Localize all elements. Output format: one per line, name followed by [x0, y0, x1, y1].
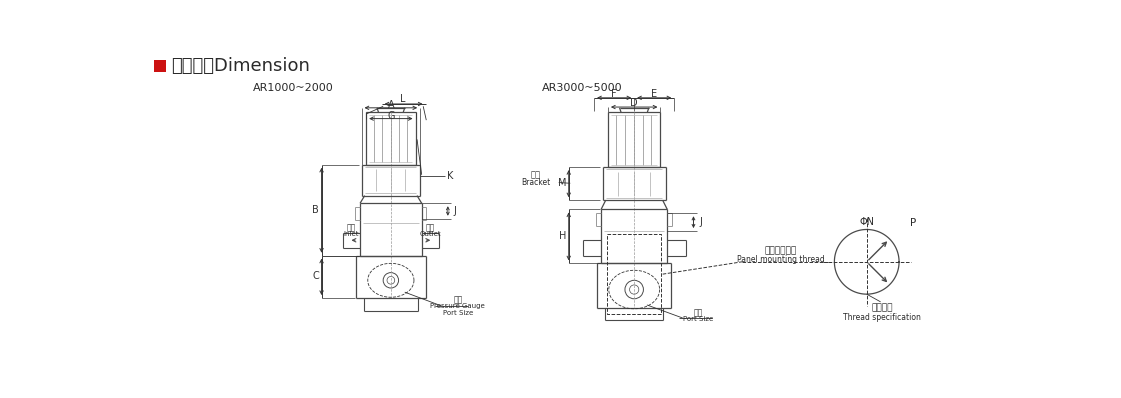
Text: A: A — [388, 100, 395, 110]
Text: F: F — [611, 89, 617, 99]
Text: AR1000~2000: AR1000~2000 — [252, 83, 333, 93]
Text: 面板安装螺纹: 面板安装螺纹 — [765, 246, 797, 256]
Text: Inlet: Inlet — [344, 231, 360, 237]
Text: H: H — [559, 231, 566, 242]
Text: 表口: 表口 — [453, 296, 463, 305]
Text: D: D — [630, 98, 638, 108]
Text: Port Size: Port Size — [443, 310, 473, 316]
Text: L: L — [400, 94, 406, 103]
Text: 口径: 口径 — [694, 308, 703, 317]
Text: E: E — [651, 89, 657, 99]
Text: C: C — [312, 271, 318, 281]
Text: 入口: 入口 — [348, 223, 356, 232]
Text: Pressure Gauge: Pressure Gauge — [430, 304, 485, 310]
Text: Bracket: Bracket — [521, 178, 550, 187]
Text: Port Size: Port Size — [683, 316, 713, 322]
Text: B: B — [312, 205, 318, 215]
Text: AR3000~5000: AR3000~5000 — [541, 83, 622, 93]
Text: Panel mounting thread: Panel mounting thread — [736, 255, 824, 264]
Text: J: J — [700, 217, 702, 227]
Text: Thread specification: Thread specification — [843, 313, 921, 322]
Text: G: G — [387, 111, 395, 121]
Text: 螺纹规格: 螺纹规格 — [871, 304, 893, 312]
Text: P: P — [910, 219, 916, 228]
Text: Outlet: Outlet — [419, 231, 441, 237]
Text: M: M — [558, 178, 567, 188]
Text: 外型尺寸Dimension: 外型尺寸Dimension — [170, 57, 309, 75]
Text: 托架: 托架 — [530, 170, 540, 179]
Text: J: J — [453, 206, 456, 216]
Text: 出口: 出口 — [426, 223, 435, 232]
Text: K: K — [447, 172, 453, 181]
Bar — [154, 60, 166, 72]
Text: ΦN: ΦN — [859, 217, 874, 227]
